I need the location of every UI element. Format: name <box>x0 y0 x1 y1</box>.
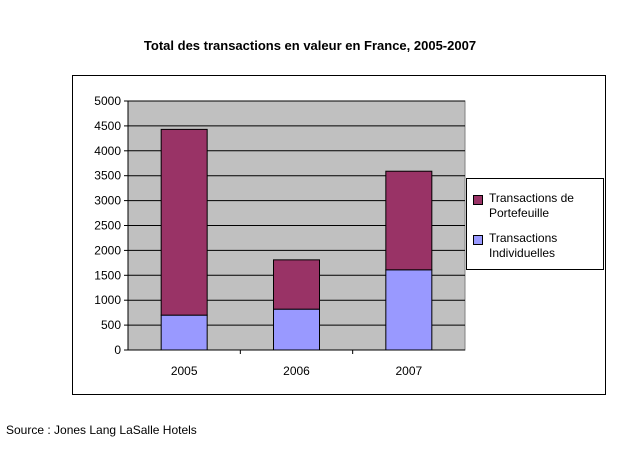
legend-label-individuelles: Transactions Individuelles <box>489 231 558 260</box>
x-tick-label: 2006 <box>283 364 310 378</box>
y-tick-label: 1500 <box>94 268 121 282</box>
legend-item-individuelles: Transactions Individuelles <box>473 231 601 261</box>
bar-portefeuille-2006 <box>273 259 320 310</box>
y-tick-label: 3500 <box>94 169 121 183</box>
legend: Transactions de Portefeuille Transaction… <box>466 178 604 270</box>
bars <box>160 128 433 351</box>
y-tick-label: 4500 <box>94 119 121 133</box>
y-tick-label: 4000 <box>94 144 121 158</box>
y-tick-label: 2000 <box>94 243 121 257</box>
chart-title: Total des transactions en valeur en Fran… <box>143 38 477 53</box>
bar-portefeuille-2005 <box>160 128 208 316</box>
legend-label-portefeuille: Transactions de Portefeuille <box>489 191 574 220</box>
y-tick-labels: 0 500 1000 1500 2000 2500 3000 3500 4000 4500 5000 <box>94 94 121 357</box>
bar-individuelles-2007 <box>385 269 433 351</box>
y-tick-label: 3000 <box>94 194 121 208</box>
legend-swatch-portefeuille <box>473 195 483 205</box>
bar-individuelles-2006 <box>273 308 320 351</box>
source-note: Source : Jones Lang LaSalle Hotels <box>6 423 197 437</box>
bar-portefeuille-2007 <box>385 170 433 271</box>
axes <box>124 100 465 354</box>
x-tick-label: 2005 <box>171 364 198 378</box>
x-tick-labels: 2005 2006 2007 <box>171 364 423 378</box>
y-tick-label: 0 <box>114 343 121 357</box>
x-tick-label: 2007 <box>395 364 422 378</box>
legend-item-portefeuille: Transactions de Portefeuille <box>473 191 601 221</box>
y-tick-label: 5000 <box>94 94 121 108</box>
y-tick-label: 1000 <box>94 293 121 307</box>
bar-individuelles-2005 <box>160 314 208 351</box>
y-tick-label: 2500 <box>94 219 121 233</box>
y-tick-label: 500 <box>101 318 121 332</box>
legend-swatch-individuelles <box>473 235 483 245</box>
